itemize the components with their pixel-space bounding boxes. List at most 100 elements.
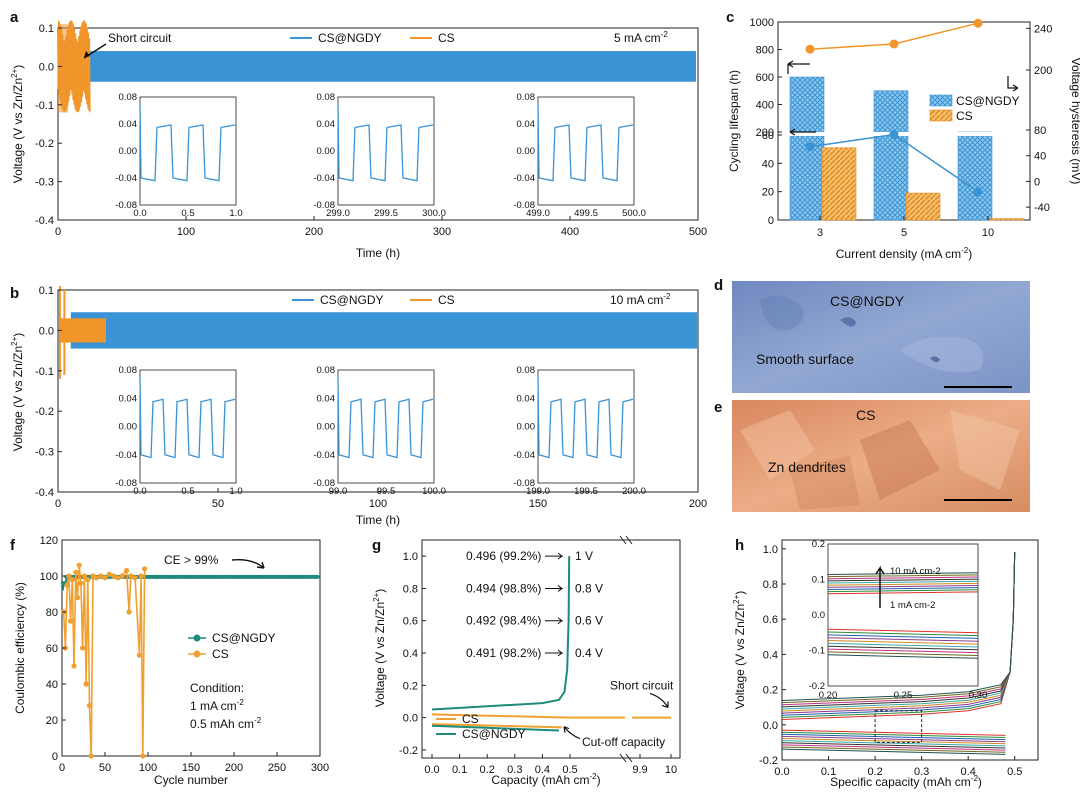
y-tick-label: -0.2 (759, 755, 778, 767)
x-tick-label: 50 (212, 498, 224, 510)
y-tick-label: 20 (46, 715, 58, 727)
x-axis-label-c: Current density (mA cm-2) (836, 246, 973, 261)
y-tick-label: 600 (756, 72, 774, 84)
inset-b2-x-tick-label: 99.0 (329, 486, 348, 497)
discharge-curve (781, 740, 1006, 747)
inset-a3-x-tick-label: 499.5 (574, 208, 598, 219)
x-tick-label: 150 (529, 498, 547, 510)
y-tick-label: -0.2 (35, 138, 54, 150)
y-tick-label: 120 (40, 535, 58, 547)
discharge-curve (781, 729, 1006, 736)
panel-label-g: g (372, 537, 381, 554)
y-tick-label: 20 (762, 187, 774, 199)
series-line-cs-g-lower (431, 723, 562, 729)
x-tick-label: 9.9 (632, 764, 647, 776)
series-band-cs-b (59, 318, 106, 343)
data-point-cs (71, 663, 77, 669)
x-tick-label: 100 (139, 762, 157, 774)
discharge-curve (781, 735, 1006, 743)
bar-cs-10 (989, 218, 1025, 221)
inset-b1-x-tick-label: 0.5 (181, 486, 194, 497)
series-line-csngdy-f (61, 575, 317, 591)
data-point-cs (80, 645, 86, 651)
x-tick-label: 250 (268, 762, 286, 774)
x-tick-label: 0.0 (424, 764, 439, 776)
plot-frame-a (57, 27, 699, 221)
y2-tick-label: 40 (1034, 151, 1046, 163)
x-axis-label-a: Time (h) (356, 246, 400, 260)
annotation-capacity-ratio: 0.491 (98.2%) (466, 646, 541, 660)
data-point-cs (115, 575, 121, 581)
chart-b: 0 50 100 150 200 0.1 0.0 -0.1 -0.2 -0.3 -0.4 Time … (10, 285, 707, 527)
annotation-ce-f: CE > 99% (164, 553, 219, 567)
inset-b1-trace (139, 377, 236, 459)
plot-frame-h (781, 539, 1039, 761)
inset-a1-y-tick-label: 0.08 (119, 92, 138, 103)
x-tick-label: 200 (305, 226, 323, 238)
panel-label-a: a (10, 9, 19, 26)
x-tick-label: 0.1 (452, 764, 467, 776)
x-tick-label: 0.2 (480, 764, 495, 776)
inset-a2-x-tick-label: 299.0 (326, 208, 350, 219)
inset-a1-y-tick-label: 0.04 (119, 119, 138, 130)
inset-charge-line (827, 580, 979, 584)
data-point-cs (140, 753, 146, 759)
sem-image-d: CS@NGDY Smooth surface (732, 281, 1030, 393)
data-point-cs (132, 575, 138, 581)
y-tick-label: 40 (46, 679, 58, 691)
x-tick-label: 300 (311, 762, 329, 774)
x-tick-label: 500 (689, 226, 707, 238)
inset-a1-x-tick-label: 0.0 (133, 208, 146, 219)
x-tick-label: 5 (901, 227, 907, 239)
annotation-voltage: 1 V (575, 549, 593, 563)
chart-a: 0 100 200 300 400 500 0.1 0.0 -0.1 -0.2 -0.3 -0.4 T… (10, 20, 707, 260)
inset-h-x-tick-label: 0.20 (819, 690, 838, 701)
annotation-voltage: 0.6 V (575, 614, 603, 628)
inset-a1-y-tick-label: 0.00 (119, 146, 138, 157)
panel-label-e: e (714, 399, 722, 416)
x-tick-label: 0 (55, 226, 61, 238)
y-tick-label: 0.1 (39, 285, 54, 297)
series-line-cs-g (431, 713, 625, 719)
inset-discharge-line (827, 651, 979, 656)
data-point-cs (76, 562, 82, 568)
sem-label-d: CS@NGDY (830, 293, 905, 309)
inset-h-y-tick-label: 0.0 (812, 610, 825, 621)
inset-a2-y-tick-label: -0.08 (313, 200, 335, 211)
data-point-cs (93, 575, 99, 581)
inset-a3-trace (537, 103, 634, 182)
inset-b2-trace (337, 377, 434, 459)
annotation-arrow (545, 585, 564, 592)
inset-b3-y-tick-label: 0.04 (517, 393, 536, 404)
x-tick-label: 10 (982, 227, 994, 239)
inset-discharge-line (827, 628, 979, 634)
sem-image-e: CS Zn dendrites (732, 400, 1030, 512)
y-axis-label-f: Coulombic efficiency (%) (13, 582, 27, 714)
inset-a3-y-tick-label: 0.00 (517, 146, 536, 157)
chart-h: 0.0 0.1 0.2 0.3 0.4 0.51.00.80.60.40.20.0-0.2… (732, 539, 1039, 789)
inset-b3-x-tick-label: 199.0 (526, 486, 550, 497)
legend-label-cs-g: CS (462, 712, 479, 726)
inset-b2-y-tick-label: 0.04 (317, 393, 336, 404)
sem-texture-e2 (860, 420, 940, 500)
inset-charge-line (827, 587, 979, 590)
panel-label-h: h (735, 537, 744, 554)
y-tick-label: 0.8 (763, 579, 778, 591)
data-point-cs (83, 681, 89, 687)
inset-discharge-line (827, 640, 979, 645)
legend-label-csngdy-a: CS@NGDY (318, 31, 382, 45)
inset-b3-y-tick-label: 0.00 (517, 422, 536, 433)
annotation-arrow (545, 552, 564, 560)
inset-b2-x-tick-label: 99.5 (377, 486, 396, 497)
inset-b1-x-tick-label: 1.0 (229, 486, 242, 497)
sem-texture-d3 (900, 336, 984, 373)
y-tick-label: -0.3 (35, 447, 54, 459)
inset-a2-x-tick-label: 300.0 (422, 208, 446, 219)
discharge-curve (781, 748, 1006, 755)
inset-b2-x-tick-label: 100.0 (422, 486, 446, 497)
inset-a3-x-tick-label: 500.0 (622, 208, 646, 219)
y-tick-label: 0.2 (403, 680, 418, 692)
sem-sublabel-d: Smooth surface (756, 351, 854, 367)
inset-a3-y-tick-label: 0.08 (517, 92, 536, 103)
y-axis-label-c: Cycling lifespan (h) (727, 70, 741, 172)
